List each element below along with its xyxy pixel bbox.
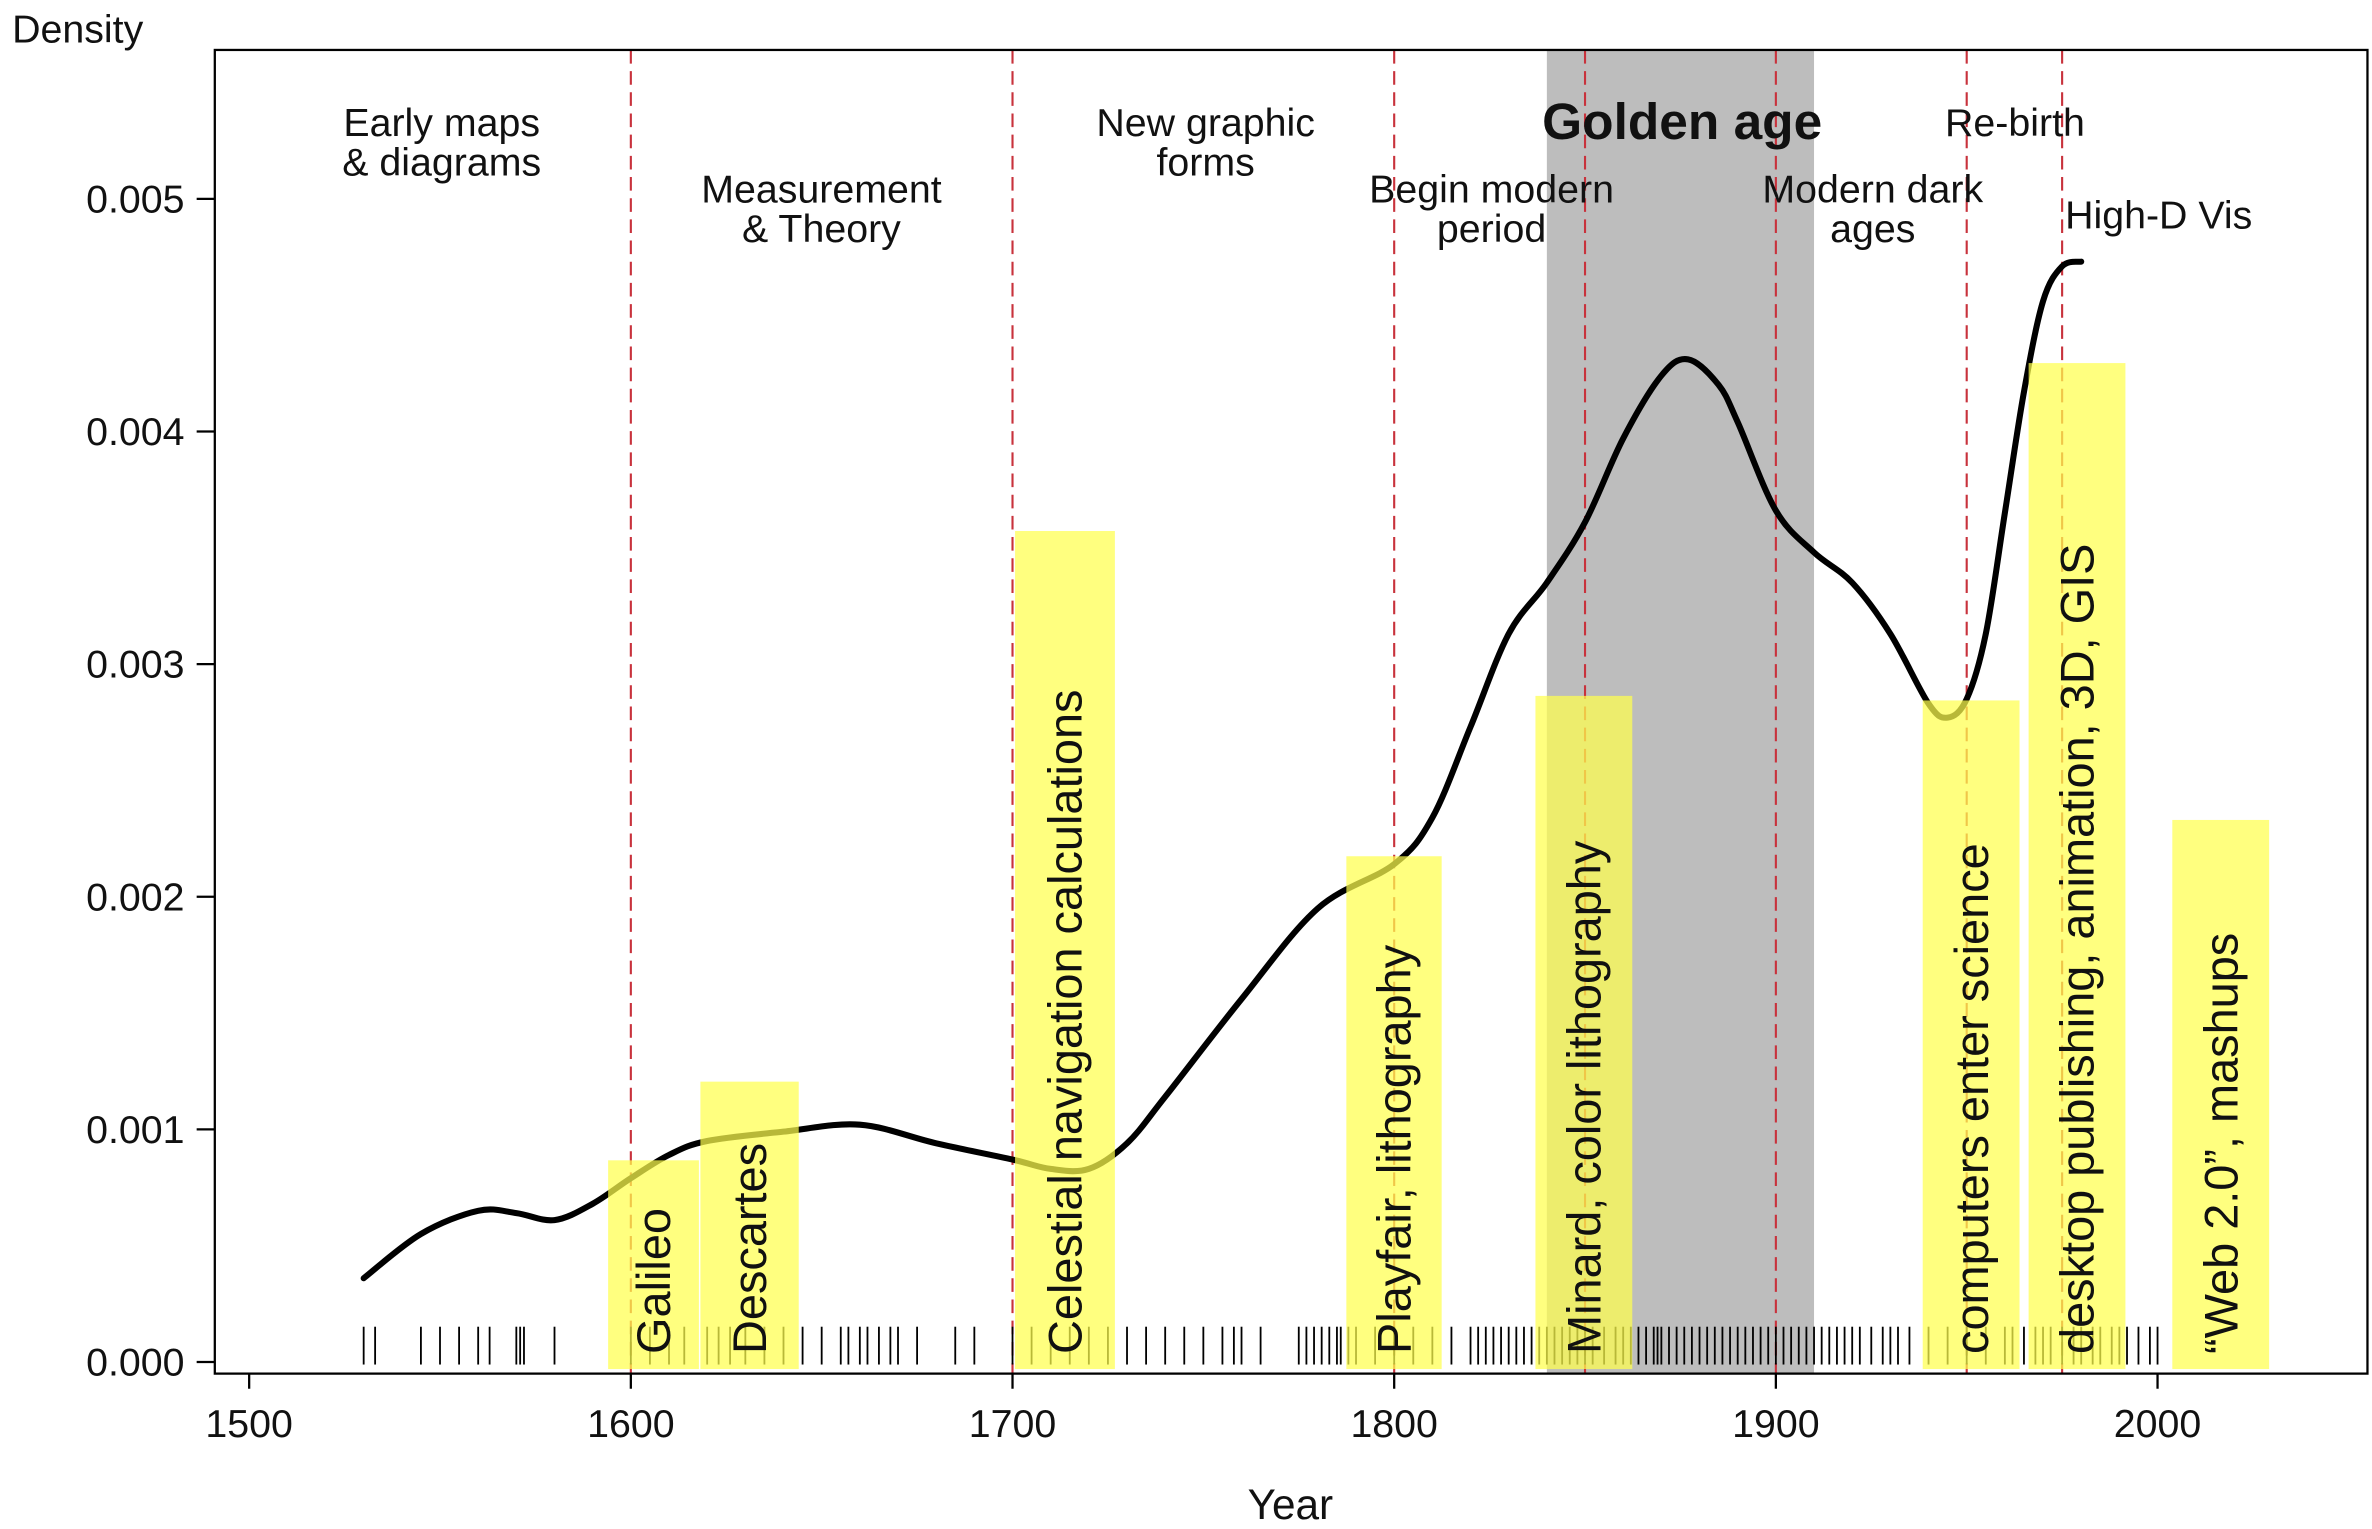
plot-frame xyxy=(213,48,2369,1375)
annotation-box xyxy=(2028,363,2126,1370)
x-tick-label: 1900 xyxy=(1732,1402,1819,1446)
period-label: Measurement xyxy=(701,168,942,212)
annotation-label: desktop publishing, animation, 3D, GIS xyxy=(2052,544,2104,1354)
period-label: Re-birth xyxy=(1945,101,2085,145)
y-tick-label: 0.004 xyxy=(86,410,184,454)
annotation-box xyxy=(608,1160,699,1370)
y-axis-label: Density xyxy=(12,7,143,51)
annotation-box xyxy=(1922,700,2020,1370)
x-tick-label: 2000 xyxy=(2114,1402,2202,1446)
annotation-label: “Web 2.0”, mashups xyxy=(2195,933,2247,1354)
y-tick-label: 0.001 xyxy=(86,1108,184,1152)
period-label: & Theory xyxy=(742,207,901,251)
annotation-label: Playfair, lithography xyxy=(1369,944,1421,1354)
annotation-label: Galileo xyxy=(628,1208,680,1354)
y-tick-label: 0.000 xyxy=(86,1341,184,1385)
density-line xyxy=(360,258,2085,1282)
period-label: Golden age xyxy=(1542,92,1822,150)
annotation-box xyxy=(1015,531,1115,1370)
y-tick-label: 0.003 xyxy=(86,643,184,687)
y-tick-label: 0.002 xyxy=(86,875,184,919)
period-label: & diagrams xyxy=(342,141,541,185)
annotation-box xyxy=(2172,819,2270,1370)
period-label: Modern dark xyxy=(1762,168,1983,212)
annotation-box xyxy=(1535,695,1633,1370)
x-tick-label: 1500 xyxy=(205,1402,292,1446)
period-label: forms xyxy=(1157,141,1255,185)
x-tick-label: 1600 xyxy=(587,1402,675,1446)
annotation-box xyxy=(1346,856,1442,1370)
period-label: High-D Vis xyxy=(2065,193,2252,237)
x-tick-label: 1800 xyxy=(1350,1402,1438,1446)
period-label: Early maps xyxy=(343,101,540,145)
annotation-label: computers enter science xyxy=(1946,843,1998,1354)
x-axis-label: Year xyxy=(1248,1481,1334,1528)
annotation-label: Celestial navigation calculations xyxy=(1040,689,1092,1353)
period-label: ages xyxy=(1830,207,1915,251)
y-tick-label: 0.005 xyxy=(86,177,184,221)
period-label: period xyxy=(1437,207,1546,251)
period-label: Begin modern xyxy=(1369,168,1614,212)
annotation-label: Minard, color lithography xyxy=(1558,840,1610,1354)
period-label: New graphic xyxy=(1096,101,1315,145)
annotation-label: Descartes xyxy=(724,1143,776,1354)
x-tick-label: 1700 xyxy=(969,1402,1057,1446)
annotation-box xyxy=(700,1081,799,1370)
